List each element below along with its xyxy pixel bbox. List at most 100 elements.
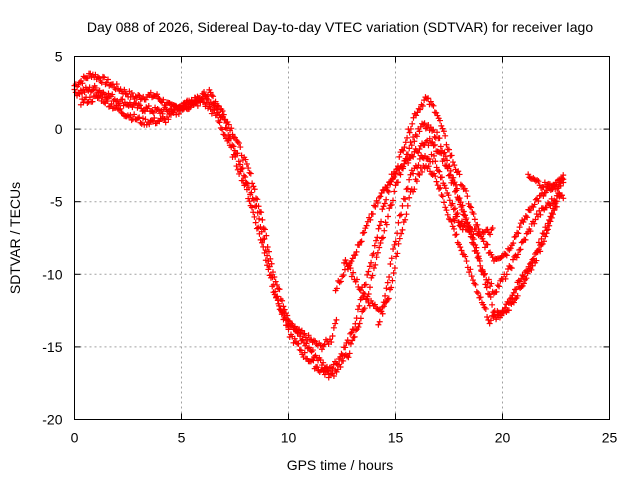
- data-point: [453, 187, 460, 194]
- data-point: [275, 285, 282, 292]
- data-point: [208, 110, 215, 117]
- data-point: [373, 254, 380, 261]
- data-point: [371, 242, 378, 249]
- data-point: [463, 258, 470, 265]
- data-point: [394, 179, 401, 186]
- data-point: [447, 171, 454, 178]
- data-point: [345, 354, 352, 361]
- data-point: [404, 202, 411, 209]
- data-point: [515, 230, 522, 237]
- y-tick-label: 5: [55, 49, 63, 65]
- y-tick-label: 0: [55, 121, 63, 137]
- data-point: [434, 129, 441, 136]
- data-point: [248, 204, 255, 211]
- data-point: [438, 122, 445, 129]
- data-point: [547, 181, 554, 188]
- data-point: [455, 197, 462, 204]
- data-point: [535, 178, 542, 185]
- data-point: [519, 272, 526, 279]
- data-point: [437, 143, 444, 150]
- data-point: [109, 91, 116, 98]
- data-point: [121, 86, 128, 93]
- data-point: [558, 176, 565, 183]
- data-point: [231, 147, 238, 154]
- data-point: [262, 257, 269, 264]
- data-point: [98, 79, 105, 86]
- data-point: [305, 332, 312, 339]
- data-point: [433, 164, 440, 171]
- data-point: [365, 268, 372, 275]
- data-point: [455, 219, 462, 226]
- data-point: [386, 205, 393, 212]
- data-point: [440, 155, 447, 162]
- data-point: [314, 364, 321, 371]
- data-point: [154, 91, 161, 98]
- data-point: [221, 131, 228, 138]
- data-point: [269, 269, 276, 276]
- data-point: [370, 265, 377, 272]
- data-point: [463, 215, 470, 222]
- data-point: [487, 317, 494, 324]
- data-point: [194, 102, 201, 109]
- data-point: [464, 193, 471, 200]
- data-point: [518, 283, 525, 290]
- data-point: [396, 212, 403, 219]
- tick-label-layer: 0 5 10 15 20 25 5 0 -5 -10 -15 -20: [42, 49, 617, 446]
- data-point: [502, 251, 509, 258]
- data-point: [240, 177, 247, 184]
- data-point: [471, 280, 478, 287]
- data-point: [487, 294, 494, 301]
- data-point: [442, 162, 449, 169]
- data-point: [255, 203, 262, 210]
- data-point: [400, 147, 407, 154]
- data-point: [356, 242, 363, 249]
- data-point: [238, 166, 245, 173]
- data-point: [147, 89, 154, 96]
- data-point: [242, 180, 249, 187]
- data-point: [219, 107, 226, 114]
- data-point: [258, 239, 265, 246]
- data-point: [116, 100, 123, 107]
- data-point: [473, 288, 480, 295]
- data-point: [437, 149, 444, 156]
- data-point: [313, 341, 320, 348]
- data-point: [220, 111, 227, 118]
- data-point: [348, 329, 355, 336]
- data-point: [534, 177, 541, 184]
- data-point: [225, 137, 232, 144]
- data-point: [439, 193, 446, 200]
- data-point: [527, 207, 534, 214]
- data-point: [245, 165, 252, 172]
- data-point: [502, 275, 509, 282]
- data-point: [552, 186, 559, 193]
- data-point: [312, 338, 319, 345]
- data-point: [472, 281, 479, 288]
- data-point: [493, 288, 500, 295]
- data-point: [451, 162, 458, 169]
- data-point: [86, 94, 93, 101]
- data-point: [358, 238, 365, 245]
- data-point: [524, 268, 531, 275]
- data-point: [514, 229, 521, 236]
- data-point: [449, 200, 456, 207]
- data-point: [442, 204, 449, 211]
- data-point: [408, 142, 415, 149]
- data-point: [393, 253, 400, 260]
- data-point: [414, 109, 421, 116]
- grid-layer: [74, 56, 610, 420]
- data-point: [454, 194, 461, 201]
- data-point: [339, 273, 346, 280]
- data-point: [251, 186, 258, 193]
- data-point: [235, 158, 242, 165]
- data-point: [474, 254, 481, 261]
- data-point: [361, 291, 368, 298]
- y-axis-label: SDTVAR / TECUs: [7, 182, 23, 294]
- data-point: [373, 237, 380, 244]
- data-point: [410, 153, 417, 160]
- data-point: [459, 182, 466, 189]
- data-point: [346, 350, 353, 357]
- data-point: [416, 146, 423, 153]
- data-point: [94, 73, 101, 80]
- series-track-8: [525, 171, 567, 193]
- data-point: [512, 233, 519, 240]
